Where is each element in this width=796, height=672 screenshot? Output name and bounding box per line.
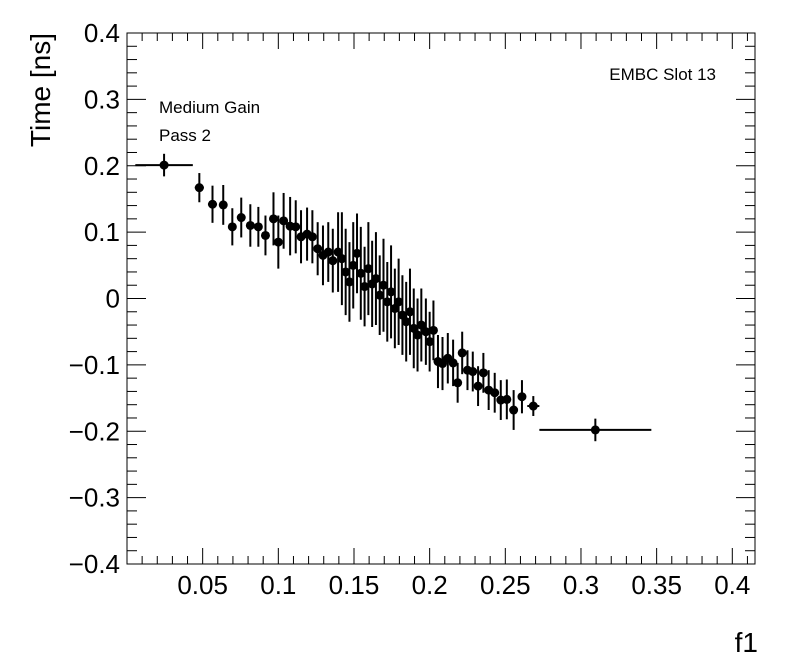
data-point: [421, 327, 431, 337]
data-point: [425, 337, 435, 347]
y-tick-labels: −0.4 −0.3 −0.2 −0.1 0 0.1 0.2 0.3 0.4: [69, 18, 120, 579]
y-tick-label: −0.1: [69, 350, 120, 380]
data-points: [135, 153, 652, 442]
data-point: [478, 368, 488, 378]
data-point: [401, 317, 411, 327]
data-point: [245, 220, 255, 230]
data-point: [405, 307, 415, 317]
y-tick-label: −0.4: [69, 549, 120, 579]
data-point: [453, 378, 463, 388]
x-tick-label: 0.2: [412, 570, 448, 600]
data-point: [363, 264, 373, 274]
data-point: [416, 320, 426, 330]
annotation-pass: Pass 2: [159, 126, 211, 145]
data-point: [253, 222, 263, 232]
y-tick-label: 0.2: [84, 151, 120, 181]
data-point: [371, 274, 381, 284]
data-point: [502, 394, 512, 404]
data-point: [457, 348, 467, 358]
data-point: [194, 183, 204, 193]
data-point: [307, 232, 317, 242]
data-point: [517, 392, 527, 402]
data-point: [352, 248, 362, 258]
data-point: [428, 325, 438, 335]
data-point: [356, 268, 366, 278]
data-point: [348, 260, 358, 270]
annotation-slot: EMBC Slot 13: [609, 65, 716, 84]
y-tick-label: 0.4: [84, 18, 120, 48]
x-tick-label: 0.35: [631, 570, 682, 600]
y-tick-label: −0.3: [69, 483, 120, 513]
data-point: [227, 222, 237, 232]
data-point: [413, 330, 423, 340]
data-point: [268, 214, 278, 224]
data-point: [207, 199, 217, 209]
x-tick-label: 0.25: [480, 570, 531, 600]
data-point: [159, 160, 169, 170]
data-point: [386, 287, 396, 297]
data-point: [337, 254, 347, 264]
data-point: [394, 297, 404, 307]
data-point: [397, 310, 407, 320]
data-point: [590, 425, 600, 435]
x-tick-label: 0.1: [260, 570, 296, 600]
y-tick-label: 0: [106, 284, 120, 314]
y-tick-label: 0.1: [84, 217, 120, 247]
data-point: [344, 277, 354, 287]
data-point: [378, 280, 388, 290]
data-point: [328, 256, 338, 266]
data-point: [260, 230, 270, 240]
x-tick-label: 0.05: [177, 570, 228, 600]
data-point: [448, 358, 458, 368]
data-point: [360, 282, 370, 292]
data-point: [490, 388, 500, 398]
annotation-gain: Medium Gain: [159, 98, 260, 117]
data-point: [218, 200, 228, 210]
axis-ticks: [127, 32, 755, 565]
data-point: [279, 216, 289, 226]
x-tick-label: 0.4: [714, 570, 750, 600]
data-point: [528, 401, 538, 411]
x-axis-title: f1: [735, 627, 758, 658]
data-point: [313, 244, 323, 254]
data-point: [409, 323, 419, 333]
data-point: [333, 247, 343, 257]
x-tick-labels: 0.05 0.1 0.15 0.2 0.25 0.3 0.35 0.4: [177, 570, 750, 600]
x-tick-label: 0.3: [563, 570, 599, 600]
x-tick-label: 0.15: [329, 570, 380, 600]
data-point: [390, 303, 400, 313]
data-point: [382, 297, 392, 307]
y-axis-title: Time [ns]: [25, 33, 56, 147]
data-point: [341, 267, 351, 277]
y-tick-label: 0.3: [84, 84, 120, 114]
data-point: [323, 247, 333, 257]
data-point: [375, 290, 385, 300]
data-point: [273, 237, 283, 247]
data-point: [236, 213, 246, 223]
data-point: [509, 405, 519, 415]
data-point: [291, 222, 301, 232]
data-point: [468, 367, 478, 377]
y-tick-label: −0.2: [69, 416, 120, 446]
data-point: [473, 381, 483, 391]
